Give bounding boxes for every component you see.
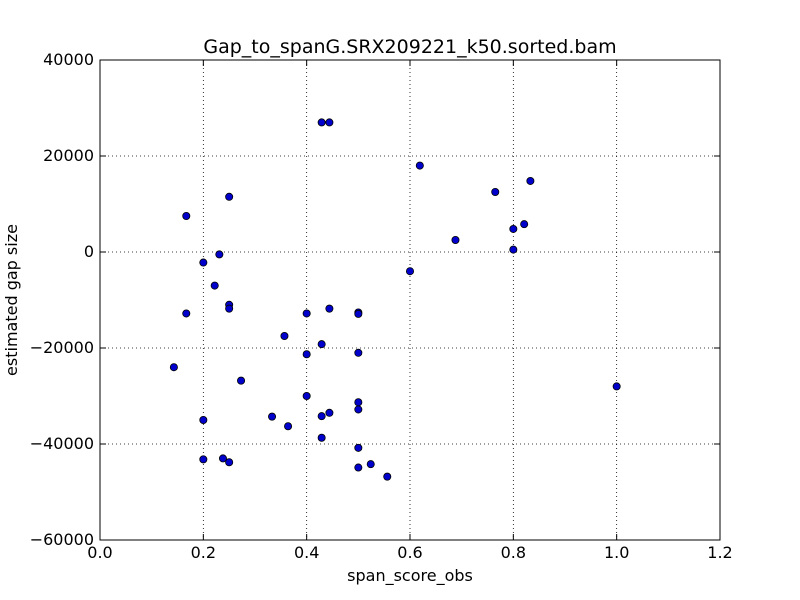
grid-lines — [100, 60, 720, 540]
y-tick-label: 20000 — [43, 146, 94, 165]
scatter-point — [354, 443, 363, 452]
scatter-point — [354, 398, 363, 407]
scatter-point — [325, 304, 334, 313]
scatter-point — [354, 348, 363, 357]
scatter-point — [366, 460, 375, 469]
scatter-point — [218, 454, 227, 463]
x-tick-label: 1.0 — [604, 543, 629, 562]
scatter-point — [509, 224, 518, 233]
scatter-point — [509, 245, 518, 254]
scatter-point — [199, 415, 208, 424]
chart-title: Gap_to_spanG.SRX209221_k50.sorted.bam — [203, 36, 616, 58]
y-tick-label: 40000 — [43, 50, 94, 69]
x-tick-label: 0.0 — [87, 543, 112, 562]
scatter-point — [354, 309, 363, 318]
scatter-point — [268, 412, 277, 421]
scatter-point — [199, 455, 208, 464]
x-tick-labels: 0.0 0.2 0.4 0.6 0.8 1.0 1.2 — [87, 543, 732, 562]
scatter-point — [491, 187, 500, 196]
x-tick-label: 0.2 — [191, 543, 216, 562]
scatter-point — [317, 118, 326, 127]
x-axis-label: span_score_obs — [347, 566, 473, 586]
y-tick-label: −60000 — [30, 530, 94, 549]
scatter-point — [302, 391, 311, 400]
y-tick-labels: −60000 −40000 −20000 0 20000 40000 — [30, 50, 94, 549]
scatter-point — [302, 350, 311, 359]
scatter-point — [317, 412, 326, 421]
scatter-point — [317, 340, 326, 349]
scatter-point — [182, 309, 191, 318]
data-points — [169, 118, 621, 481]
scatter-point — [284, 422, 293, 431]
scatter-point — [225, 192, 234, 201]
y-tick-label: −20000 — [30, 338, 94, 357]
scatter-point — [612, 382, 621, 391]
scatter-point — [182, 211, 191, 220]
x-tick-label: 0.6 — [397, 543, 422, 562]
scatter-point — [325, 118, 334, 127]
scatter-point — [354, 405, 363, 414]
plot-frame — [99, 59, 721, 541]
x-tick-label: 0.4 — [294, 543, 319, 562]
scatter-point — [302, 309, 311, 318]
scatter-point — [317, 433, 326, 442]
scatter-point — [225, 458, 234, 467]
scatter-point — [169, 363, 178, 372]
y-axis-label: estimated gap size — [2, 224, 21, 376]
y-tick-label: 0 — [84, 242, 94, 261]
x-tick-label: 0.8 — [501, 543, 526, 562]
scatter-point — [354, 463, 363, 472]
scatter-point — [215, 250, 224, 259]
scatter-point — [199, 258, 208, 267]
scatter-point — [210, 281, 219, 290]
x-tick-label: 1.2 — [707, 543, 732, 562]
scatter-point — [325, 408, 334, 417]
scatter-point — [451, 235, 460, 244]
scatter-point — [225, 304, 234, 313]
y-tick-label: −40000 — [30, 434, 94, 453]
scatter-point — [520, 220, 529, 229]
scatter-point — [280, 331, 289, 340]
scatter-point — [405, 267, 414, 276]
scatter-point — [415, 161, 424, 170]
scatter-point — [526, 176, 535, 185]
scatter-point — [237, 376, 246, 385]
scatter-point — [383, 472, 392, 481]
